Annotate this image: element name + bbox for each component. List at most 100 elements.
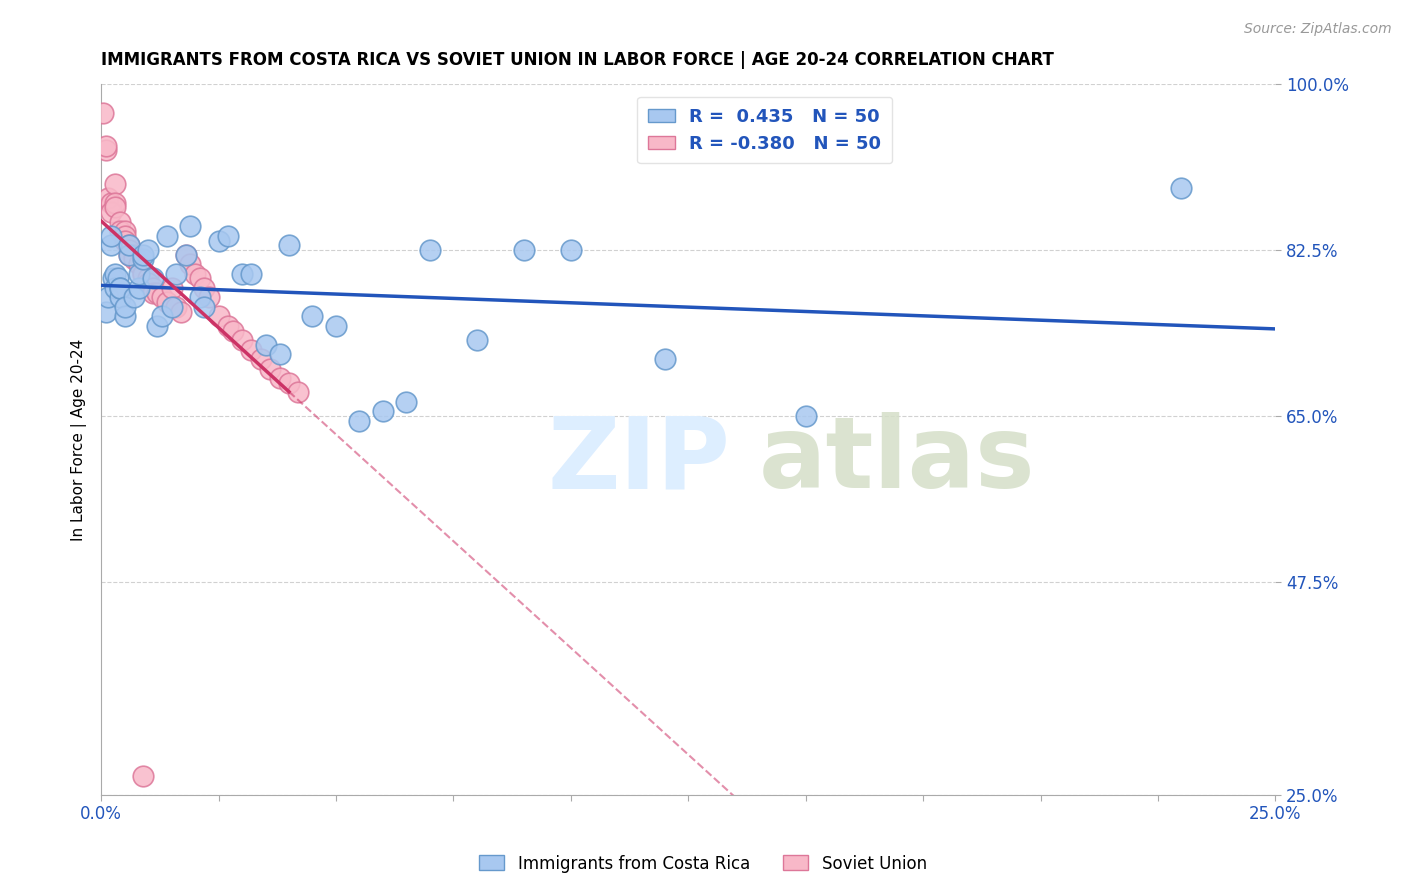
Point: [160, 300, 183, 314]
Text: atlas: atlas: [759, 412, 1035, 509]
Point: [250, 351, 273, 366]
Point: [150, 310, 173, 324]
Point: [132, 248, 155, 262]
Point: [122, 248, 145, 262]
Point: [118, 238, 141, 252]
Point: [118, 248, 141, 262]
Point: [101, 271, 124, 285]
Point: [122, 290, 145, 304]
Point: [560, 243, 582, 257]
Point: [325, 318, 347, 333]
Point: [240, 267, 263, 281]
Point: [278, 238, 301, 252]
Point: [184, 267, 207, 281]
Point: [114, 228, 136, 243]
Point: [104, 195, 127, 210]
Point: [188, 271, 211, 285]
Point: [419, 243, 441, 257]
Point: [136, 243, 159, 257]
Point: [104, 281, 127, 295]
Point: [156, 228, 179, 243]
Point: [150, 290, 173, 304]
Point: [94, 138, 117, 153]
Point: [146, 285, 169, 300]
Point: [132, 769, 155, 783]
Y-axis label: In Labor Force | Age 20-24: In Labor Force | Age 20-24: [72, 338, 87, 541]
Point: [146, 318, 169, 333]
Point: [156, 295, 179, 310]
Text: Source: ZipAtlas.com: Source: ZipAtlas.com: [1244, 22, 1392, 37]
Point: [231, 267, 253, 281]
Point: [269, 371, 291, 385]
Point: [207, 234, 229, 248]
Point: [259, 361, 281, 376]
Point: [465, 333, 488, 347]
Point: [128, 257, 150, 271]
Point: [108, 281, 131, 295]
Point: [128, 281, 150, 295]
Point: [269, 347, 291, 361]
Point: [240, 343, 263, 357]
Point: [165, 300, 187, 314]
Point: [118, 248, 141, 262]
Point: [93, 105, 115, 120]
Point: [174, 248, 197, 262]
Point: [513, 243, 536, 257]
Legend: Immigrants from Costa Rica, Soviet Union: Immigrants from Costa Rica, Soviet Union: [472, 848, 934, 880]
Point: [108, 281, 131, 295]
Point: [165, 267, 187, 281]
Point: [97, 191, 120, 205]
Point: [287, 385, 309, 400]
Point: [371, 404, 394, 418]
Point: [114, 300, 136, 314]
Point: [104, 177, 127, 191]
Point: [94, 304, 117, 318]
Point: [128, 267, 150, 281]
Point: [301, 310, 323, 324]
Point: [114, 310, 136, 324]
Point: [188, 290, 211, 304]
Point: [100, 195, 122, 210]
Point: [136, 276, 159, 290]
Point: [170, 304, 193, 318]
Point: [193, 300, 215, 314]
Point: [254, 338, 277, 352]
Point: [193, 281, 215, 295]
Point: [142, 285, 165, 300]
Point: [794, 409, 817, 423]
Point: [174, 248, 197, 262]
Point: [118, 238, 141, 252]
Point: [221, 324, 243, 338]
Point: [132, 267, 155, 281]
Point: [142, 271, 165, 285]
Point: [132, 267, 155, 281]
Point: [179, 257, 201, 271]
Point: [278, 376, 301, 390]
Point: [118, 243, 141, 257]
Point: [231, 333, 253, 347]
Point: [217, 318, 239, 333]
Point: [179, 219, 201, 234]
Point: [217, 228, 239, 243]
Point: [142, 281, 165, 295]
Point: [108, 224, 131, 238]
Point: [104, 200, 127, 214]
Point: [1170, 181, 1192, 195]
Point: [122, 252, 145, 267]
Point: [100, 205, 122, 219]
Point: [94, 144, 117, 158]
Point: [108, 290, 131, 304]
Point: [395, 394, 418, 409]
Point: [132, 252, 155, 267]
Point: [160, 281, 183, 295]
Point: [100, 238, 122, 252]
Point: [114, 234, 136, 248]
Point: [104, 267, 127, 281]
Point: [100, 228, 122, 243]
Legend: R =  0.435   N = 50, R = -0.380   N = 50: R = 0.435 N = 50, R = -0.380 N = 50: [637, 96, 893, 163]
Point: [107, 271, 129, 285]
Point: [198, 290, 221, 304]
Point: [128, 257, 150, 271]
Point: [97, 290, 120, 304]
Point: [654, 351, 676, 366]
